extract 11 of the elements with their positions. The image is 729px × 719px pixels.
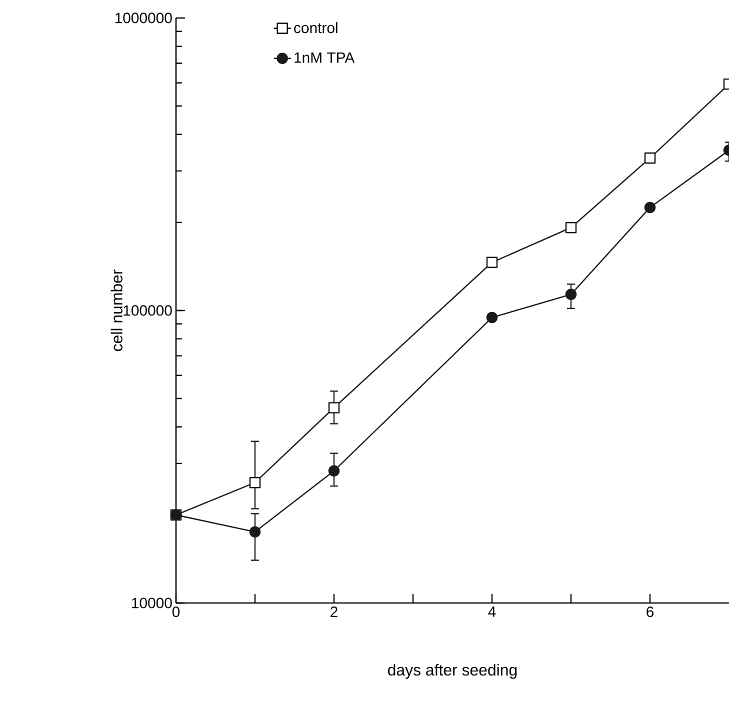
y-tick-label: 100000 (124, 305, 172, 316)
y-tick-label: 1000000 (115, 12, 172, 24)
x-tick-label: 4 (488, 606, 496, 617)
x-tick-label: 0 (172, 606, 180, 618)
y-tick-label: 10000 (132, 598, 172, 608)
x-tick-label: 6 (646, 606, 654, 618)
y-axis-title: cell number (110, 270, 122, 352)
x-tick-label: 2 (330, 606, 338, 617)
legend-label: 1nM TPA (294, 52, 355, 63)
legend-label: control (294, 22, 338, 34)
x-axis-title: days after seeding (388, 664, 517, 679)
